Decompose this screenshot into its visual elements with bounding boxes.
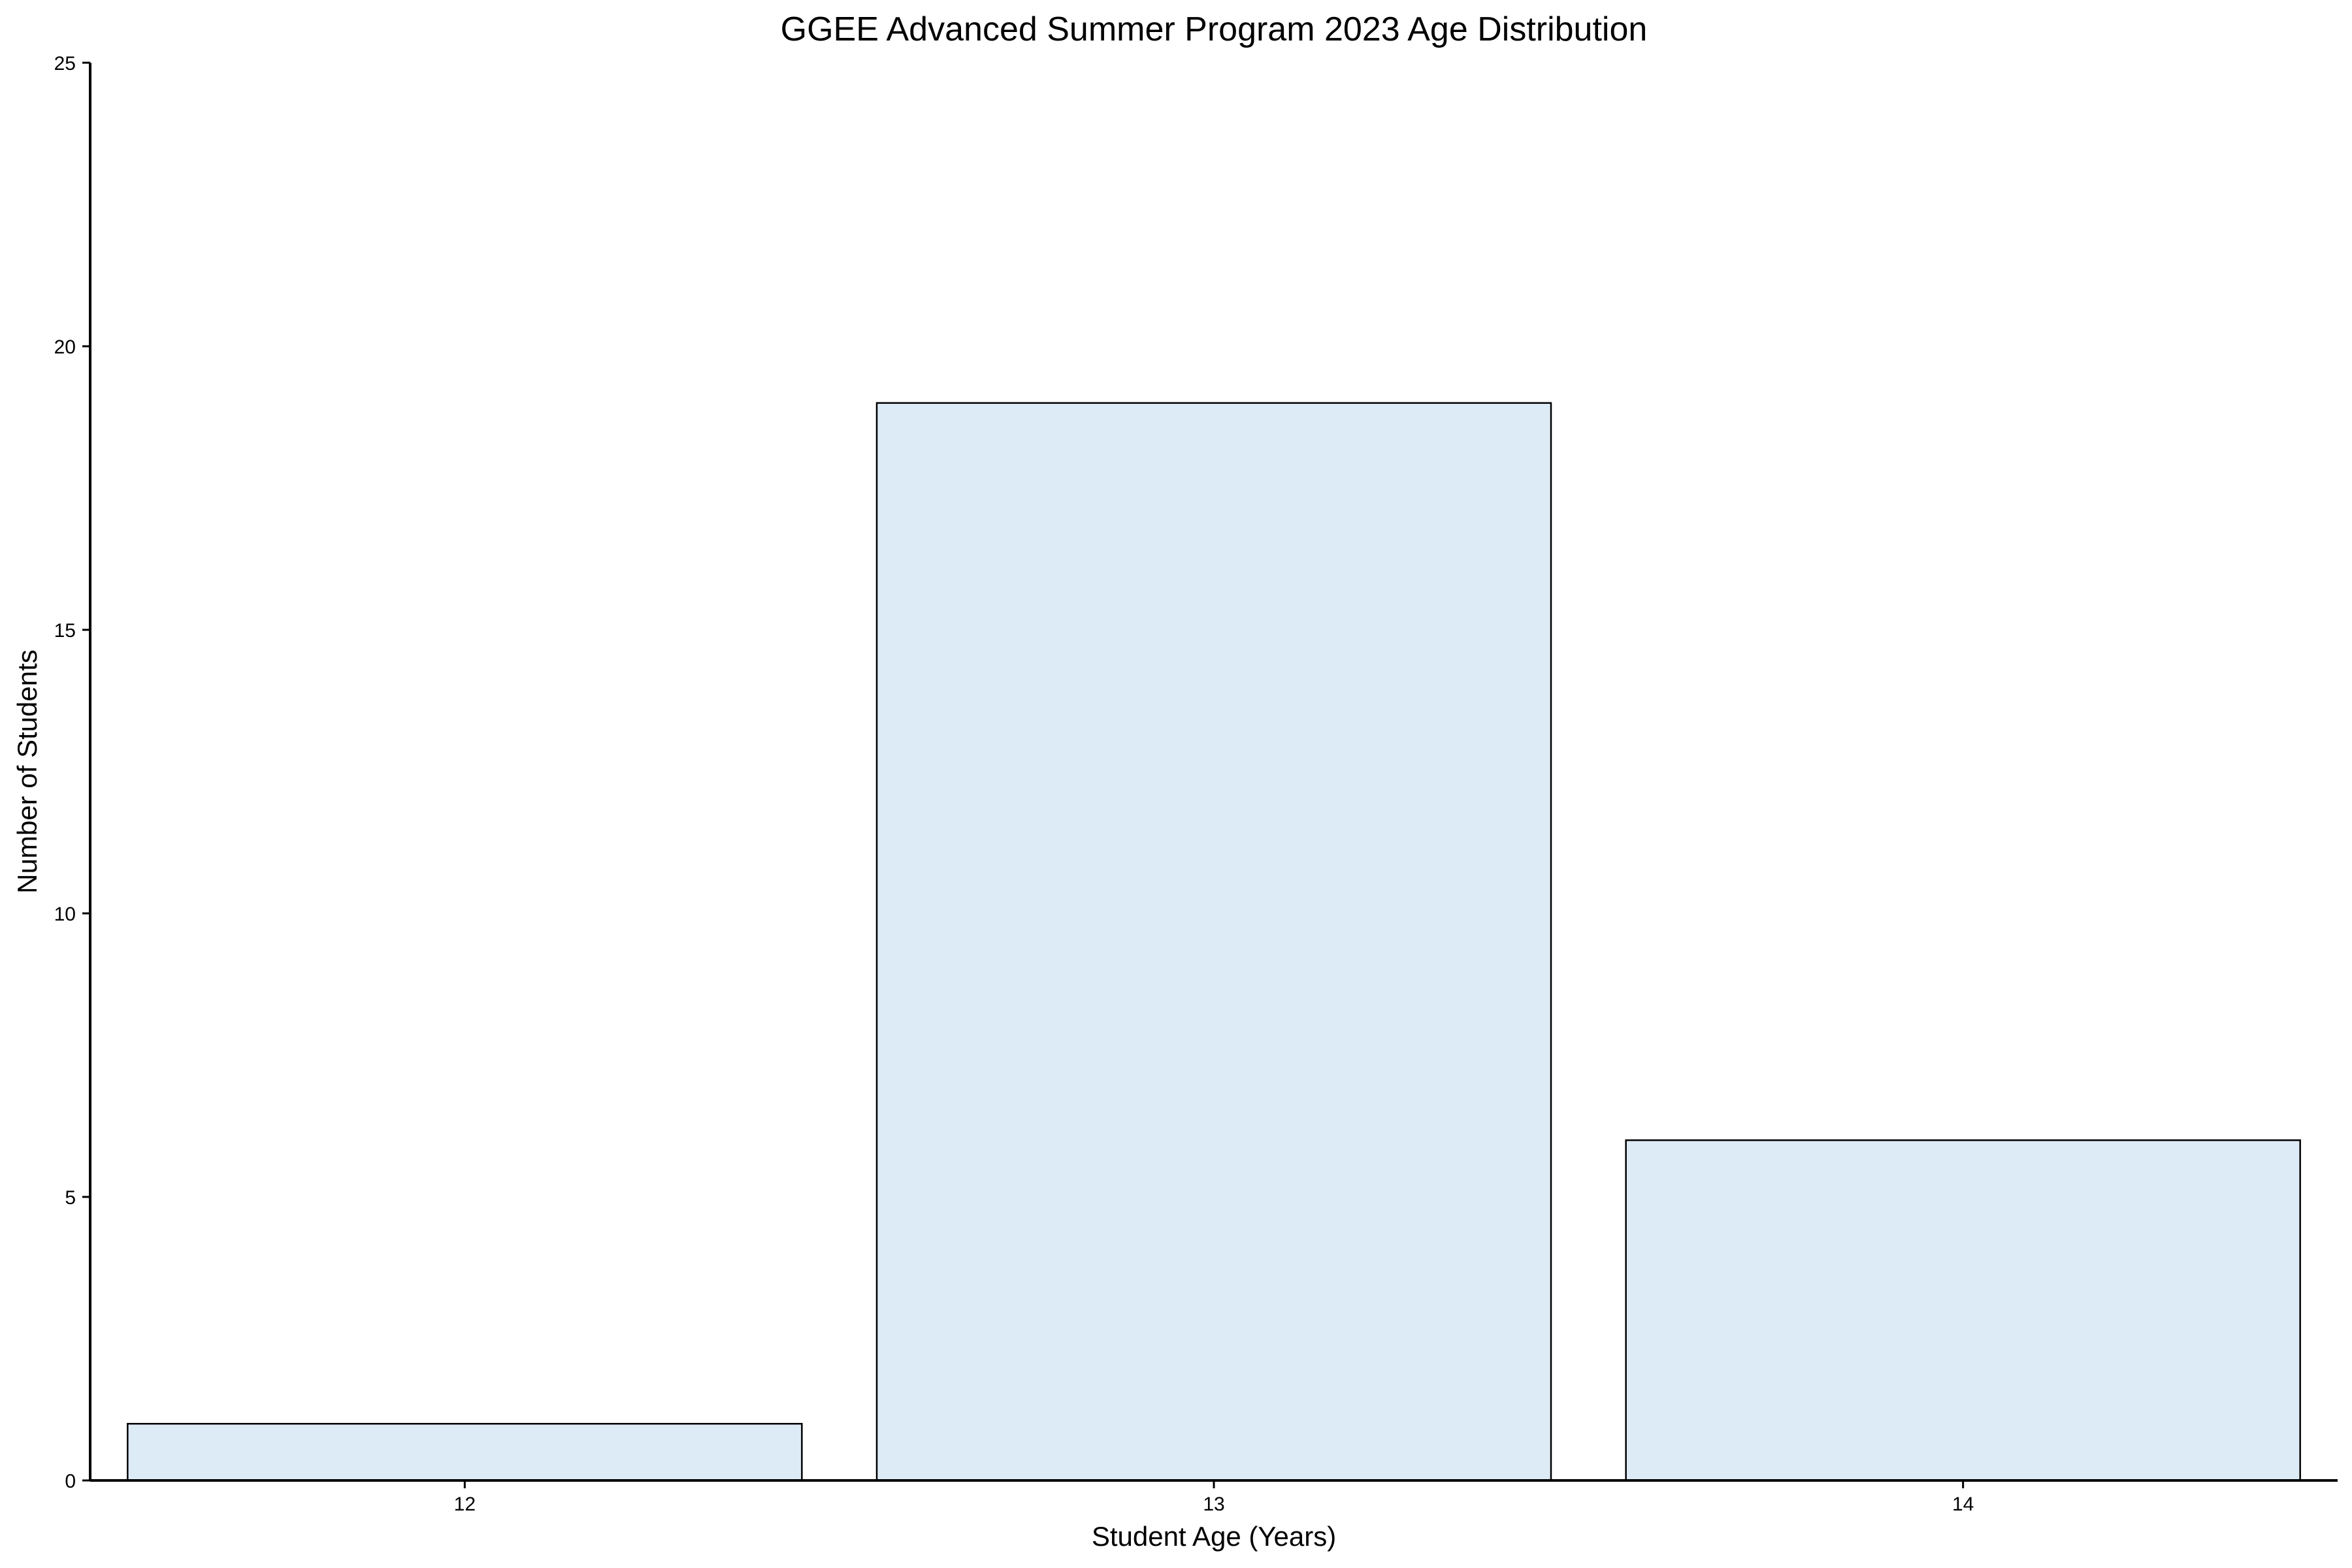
y-tick-label: 25 — [54, 53, 76, 74]
x-tick-label: 13 — [1203, 1494, 1224, 1515]
bar-age-13 — [875, 402, 1552, 1482]
bar-age-12 — [127, 1422, 803, 1482]
chart-title: GGEE Advanced Summer Program 2023 Age Di… — [781, 10, 1648, 48]
y-tick-label: 15 — [54, 620, 76, 642]
x-tick-label: 12 — [454, 1494, 476, 1515]
x-axis-label: Student Age (Years) — [1092, 1521, 1336, 1552]
x-tick-label: 14 — [1952, 1494, 1974, 1515]
y-axis-label: Number of Students — [12, 649, 42, 894]
bars-group — [127, 402, 2301, 1482]
y-tick-label: 0 — [65, 1471, 76, 1492]
y-tick-label: 5 — [65, 1187, 76, 1209]
y-axis-ticks: 0 5 10 15 20 25 — [54, 53, 90, 1492]
bar-age-14 — [1625, 1139, 2301, 1482]
y-tick-label: 20 — [54, 336, 76, 358]
y-tick-label: 10 — [54, 904, 76, 925]
x-axis-ticks: 12 13 14 — [454, 1480, 1974, 1515]
